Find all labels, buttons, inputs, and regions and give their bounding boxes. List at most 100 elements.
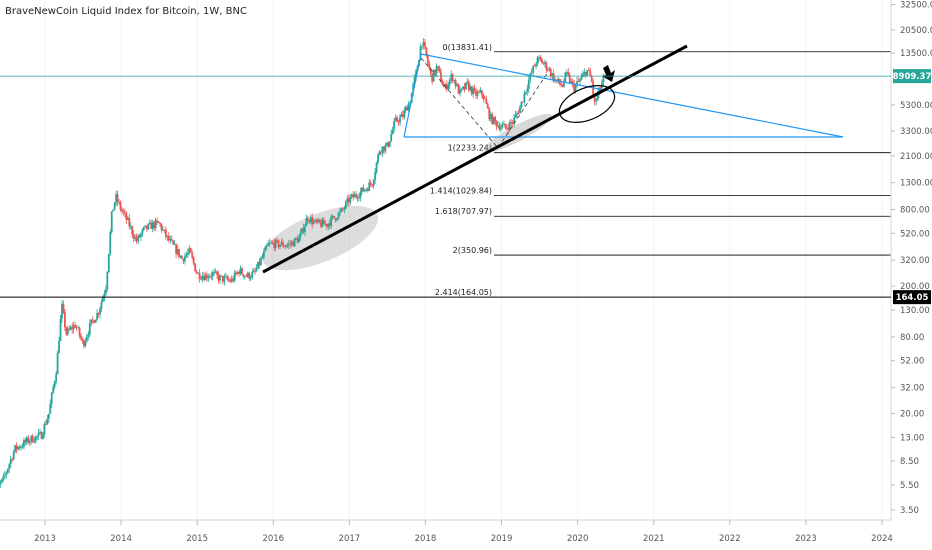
candle-body <box>145 225 148 230</box>
candle-body <box>62 303 65 313</box>
candle-body <box>402 114 404 118</box>
candle-body <box>138 235 141 238</box>
candle-body <box>119 202 122 210</box>
candle-body <box>483 98 486 100</box>
candle-body <box>289 243 292 245</box>
price-tick-label: 52.00 <box>900 357 924 367</box>
candle-body <box>388 141 391 147</box>
candle-body <box>403 110 406 118</box>
fibonacci-levels: 0(13831.41) 1(2233.24) 1.414(1029.84) 1.618… <box>430 43 891 297</box>
candle-body <box>276 239 278 241</box>
candle-body <box>160 224 163 231</box>
candle-body <box>87 334 90 337</box>
candle-body <box>330 216 333 226</box>
horizontal-lines <box>0 75 891 298</box>
candle-body <box>112 209 115 212</box>
candle-body <box>456 84 458 87</box>
candle-body <box>69 327 72 330</box>
candle-body <box>183 256 186 262</box>
time-tick-label: 2018 <box>415 534 437 544</box>
candle-body <box>399 117 401 123</box>
candle-body <box>542 63 545 65</box>
candle-body <box>200 278 202 280</box>
candle-body <box>422 42 425 46</box>
time-axis[interactable]: 2013 2014 2015 2016 2017 2018 2019 2020 2021 2022… <box>34 520 893 544</box>
candle-body <box>459 89 461 94</box>
time-tick-label: 2016 <box>262 534 284 544</box>
candle-body <box>116 194 119 202</box>
candle-body <box>42 434 44 439</box>
candle-body <box>217 274 220 281</box>
candle-body <box>277 240 280 247</box>
grid-lines <box>44 0 883 520</box>
candle-body <box>207 277 210 279</box>
candle-body <box>536 57 539 65</box>
candle-body <box>34 436 37 442</box>
candle-body <box>150 222 153 229</box>
candle-body <box>267 243 270 246</box>
candle-body <box>27 437 30 443</box>
price-axis[interactable]: 32500.00 20500.00 13500.00 5300.00 3300.00 21… <box>891 1 932 517</box>
candle-body <box>159 222 161 225</box>
candle-body <box>368 182 371 191</box>
candle-body <box>365 188 368 190</box>
candle-body <box>252 270 255 273</box>
candle-body <box>97 313 100 315</box>
candle-body <box>495 121 498 127</box>
highlight-circle <box>558 85 616 123</box>
time-tick-label: 2013 <box>34 534 56 544</box>
candle-body <box>21 446 24 448</box>
candle-body <box>530 72 533 74</box>
candle-body <box>317 219 319 222</box>
candle-body <box>526 88 529 93</box>
candle-body <box>220 275 223 277</box>
candle-body <box>94 319 97 323</box>
triangle-upper-line[interactable] <box>420 53 844 138</box>
candle-body <box>229 279 232 282</box>
time-tick-label: 2020 <box>567 534 589 544</box>
candle-body <box>541 59 543 64</box>
candle-body <box>598 87 600 95</box>
candle-body <box>375 162 378 173</box>
time-tick-label: 2015 <box>186 534 208 544</box>
candle-body <box>107 253 110 272</box>
candle-body <box>104 289 107 294</box>
candle-body <box>113 202 116 210</box>
candle-body <box>482 94 485 99</box>
candle-body <box>467 81 470 91</box>
candle-body <box>584 72 587 76</box>
candle-body <box>273 242 276 249</box>
candle-body <box>343 208 346 210</box>
triangle-left-line[interactable] <box>403 53 422 138</box>
price-tick-label: 320.00 <box>900 256 930 266</box>
candle-body <box>14 445 17 452</box>
highlight-ellipse-2016 <box>261 205 379 271</box>
candle-body <box>71 327 74 330</box>
candle-body <box>46 418 49 425</box>
candle-body <box>137 235 139 242</box>
time-tick-label: 2019 <box>491 534 513 544</box>
candle-body <box>532 65 535 73</box>
candle-body <box>204 274 207 281</box>
candle-body <box>80 335 82 339</box>
candle-body <box>511 122 514 124</box>
candle-body <box>208 276 211 278</box>
candle-body <box>318 219 321 223</box>
candle-body <box>20 446 22 448</box>
ascending-trendline[interactable] <box>262 44 688 274</box>
candle-body <box>103 293 106 298</box>
candle-body <box>242 274 245 277</box>
candle-body <box>453 80 456 81</box>
candle-body <box>185 254 188 257</box>
candle-body <box>290 241 293 245</box>
candle-body <box>602 75 605 83</box>
axes <box>0 0 892 521</box>
candle-body <box>397 121 400 123</box>
candle-body <box>230 278 233 282</box>
candle-body <box>497 125 499 127</box>
candle-body <box>15 445 18 450</box>
candle-body <box>126 217 129 220</box>
price-tick-label: 5300.00 <box>900 101 932 111</box>
candle-body <box>283 246 286 248</box>
